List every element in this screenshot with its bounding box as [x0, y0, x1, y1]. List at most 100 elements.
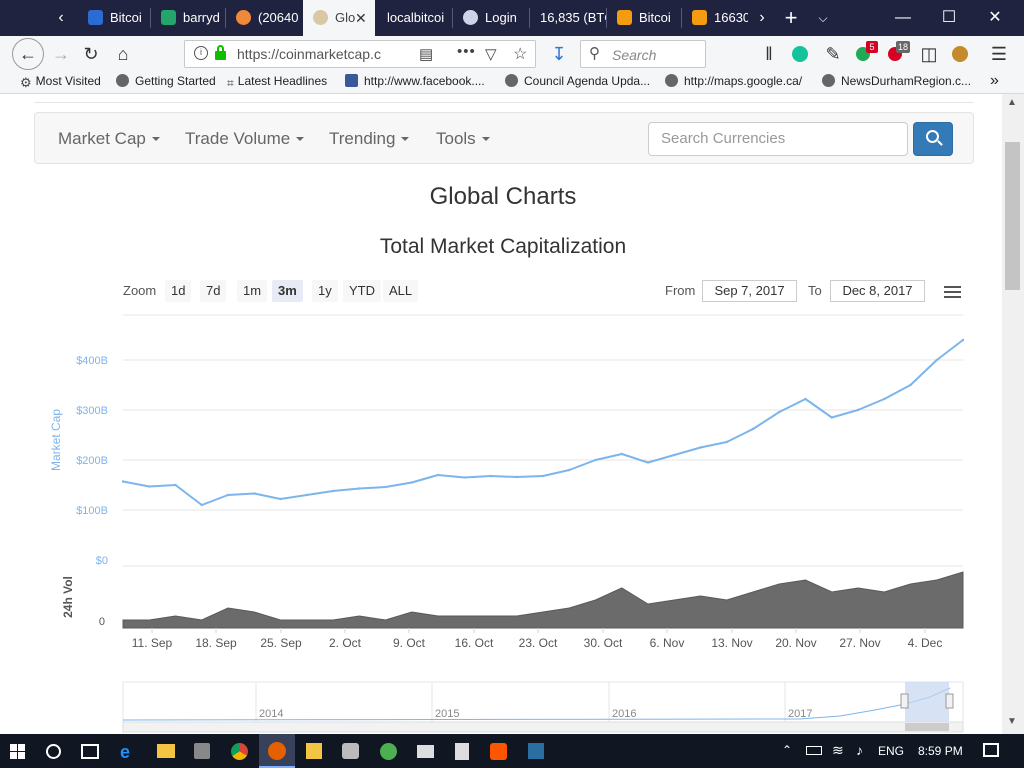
zoom-7d-button[interactable]: 7d — [200, 280, 227, 302]
browser-search-box[interactable]: ⚲ Search — [580, 40, 706, 68]
scroll-tabs-left-icon[interactable]: ‹ — [58, 9, 64, 26]
bookmark-google-maps[interactable]: http://maps.google.ca/ — [665, 74, 802, 88]
navigator-selection[interactable] — [905, 682, 949, 722]
menu-market-cap[interactable]: Market Cap — [58, 113, 160, 165]
windows-start-icon[interactable] — [10, 744, 26, 760]
extension-green-icon[interactable]: 5 — [850, 39, 880, 69]
bookmark-getting-started[interactable]: Getting Started — [116, 74, 216, 88]
task-view-icon[interactable] — [81, 744, 99, 759]
reload-icon[interactable]: ↻ — [83, 44, 99, 64]
tab-4-active[interactable]: Glo ✕ — [303, 0, 375, 36]
from-date-input[interactable]: Sep 7, 2017 — [702, 280, 797, 302]
volume-icon[interactable]: ♪ — [856, 742, 863, 758]
menu-tools[interactable]: Tools — [436, 113, 490, 165]
scroll-tabs-right-icon[interactable]: › — [759, 9, 765, 26]
back-icon[interactable]: ← — [12, 38, 44, 70]
sticky-notes-icon[interactable] — [306, 743, 322, 759]
file-explorer-icon[interactable] — [157, 744, 175, 758]
firefox-taskbar-button[interactable] — [259, 734, 295, 768]
bookmark-latest-headlines[interactable]: ⌗ Latest Headlines — [227, 74, 327, 91]
reader-view-icon[interactable]: ▤ — [419, 46, 434, 63]
mail-icon[interactable] — [417, 745, 434, 758]
home-icon[interactable]: ⌂ — [117, 44, 129, 64]
zoom-1d-button[interactable]: 1d — [165, 280, 192, 302]
zoom-1m-button[interactable]: 1m — [237, 280, 268, 302]
close-window-icon[interactable]: ✕ — [988, 9, 1002, 26]
maximize-icon[interactable]: ☐ — [941, 9, 957, 26]
search-currencies-input[interactable]: Search Currencies — [648, 122, 908, 156]
clock-time[interactable]: 8:59 PM — [918, 744, 963, 758]
tab-1[interactable]: Bitcoi — [78, 0, 150, 36]
scrollbar-thumb[interactable] — [1005, 142, 1020, 290]
tray-chevron-up-icon[interactable]: ⌃ — [782, 743, 793, 757]
zoom-all-button[interactable]: ALL — [383, 280, 419, 302]
wifi-icon[interactable]: ≋ — [832, 742, 844, 758]
tab-list-chevron-down-icon[interactable]: ⌵ — [818, 11, 828, 25]
bookmark-star-icon[interactable]: ☆ — [513, 46, 528, 63]
search-currencies-button[interactable] — [913, 122, 953, 156]
tab-2[interactable]: barryd — [151, 0, 225, 36]
new-tab-icon[interactable]: + — [784, 5, 798, 30]
to-date-input[interactable]: Dec 8, 2017 — [830, 280, 925, 302]
store-icon[interactable] — [194, 743, 210, 759]
tab-3[interactable]: (20640 — [226, 0, 302, 36]
tab-favicon-icon — [161, 10, 176, 25]
app-window-icon[interactable] — [528, 743, 544, 759]
zoom-ytd-button[interactable]: YTD — [343, 280, 381, 302]
scroll-up-icon[interactable]: ▲ — [1007, 97, 1017, 108]
url-text[interactable]: https://coinmarketcap.c — [237, 46, 381, 62]
zoom-3m-button[interactable]: 3m — [272, 280, 303, 302]
bookmark-facebook[interactable]: http://www.facebook.... — [345, 74, 485, 88]
tab-7[interactable]: 16,835 (BTC — [530, 0, 606, 36]
close-tab-icon[interactable]: ✕ — [355, 10, 367, 26]
market-cap-point — [856, 408, 860, 412]
menu-trade-volume[interactable]: Trade Volume — [185, 113, 305, 165]
paint-icon[interactable] — [342, 743, 359, 759]
chrome-icon[interactable] — [231, 743, 248, 760]
adblock-icon[interactable]: 18 — [882, 39, 912, 69]
bookmark-newsdurham[interactable]: NewsDurhamRegion.c... — [822, 74, 971, 88]
page-scrollbar[interactable]: ▲ ▼ — [1002, 94, 1024, 734]
globe-app-icon[interactable] — [380, 743, 397, 760]
navigator-scrollbar-thumb[interactable] — [905, 723, 949, 731]
bookmark-most-visited[interactable]: ⚙ Most Visited — [20, 74, 101, 91]
url-bar[interactable]: i https://coinmarketcap.c ▤ ••• ▽ ☆ — [184, 40, 536, 68]
extension-monkey-icon[interactable] — [946, 39, 976, 69]
library-icon[interactable]: ‖ — [765, 44, 773, 64]
battery-icon[interactable] — [806, 746, 822, 755]
menu-hamburger-icon[interactable]: ☰ — [990, 44, 1008, 64]
edge-icon[interactable]: e — [120, 742, 131, 762]
tab-8[interactable]: Bitcoi — [607, 0, 681, 36]
language-indicator[interactable]: ENG — [878, 744, 905, 758]
tab-separator — [150, 8, 151, 28]
forward-icon[interactable]: → — [52, 44, 70, 64]
bookmark-council-agenda[interactable]: Council Agenda Upda... — [505, 74, 650, 88]
tab-6[interactable]: Login — [453, 0, 529, 36]
grammarly-icon[interactable] — [786, 39, 816, 69]
minimize-icon[interactable]: — — [895, 9, 911, 26]
tab-9[interactable]: 16630. — [682, 0, 748, 36]
page-actions-icon[interactable]: ••• — [457, 43, 476, 60]
chart-menu-hamburger-icon[interactable] — [942, 282, 962, 300]
eyedropper-icon[interactable]: ✎ — [825, 44, 841, 64]
tab-5[interactable]: localbitcoi — [376, 0, 452, 36]
scroll-down-icon[interactable]: ▼ — [1007, 716, 1017, 727]
market-cap-chart[interactable]: $0 $100B $200B $300B $400B Market Cap 24h Vol 0… — [0, 94, 1002, 734]
more-bookmarks-chevron-icon[interactable]: » — [990, 72, 999, 89]
cortana-search-icon[interactable] — [46, 744, 61, 759]
calculator-icon[interactable] — [455, 743, 469, 760]
info-icon[interactable]: i — [194, 46, 208, 60]
navigator-right-handle[interactable] — [945, 693, 954, 709]
zoom-1y-button[interactable]: 1y — [312, 280, 338, 302]
market-cap-point — [646, 461, 650, 464]
menu-trending[interactable]: Trending — [329, 113, 410, 165]
sidebar-icon[interactable]: ◫ — [920, 44, 938, 64]
action-center-icon[interactable] — [983, 743, 999, 757]
navigator-left-handle[interactable] — [900, 693, 909, 709]
y-axis-title: Market Cap — [49, 409, 63, 471]
pocket-icon[interactable]: ▽ — [485, 46, 497, 63]
navigator-scrollbar[interactable] — [122, 721, 964, 733]
y-tick-label: $100B — [76, 505, 108, 517]
brave-icon[interactable] — [490, 743, 507, 760]
download-icon[interactable]: ↧ — [551, 44, 567, 64]
